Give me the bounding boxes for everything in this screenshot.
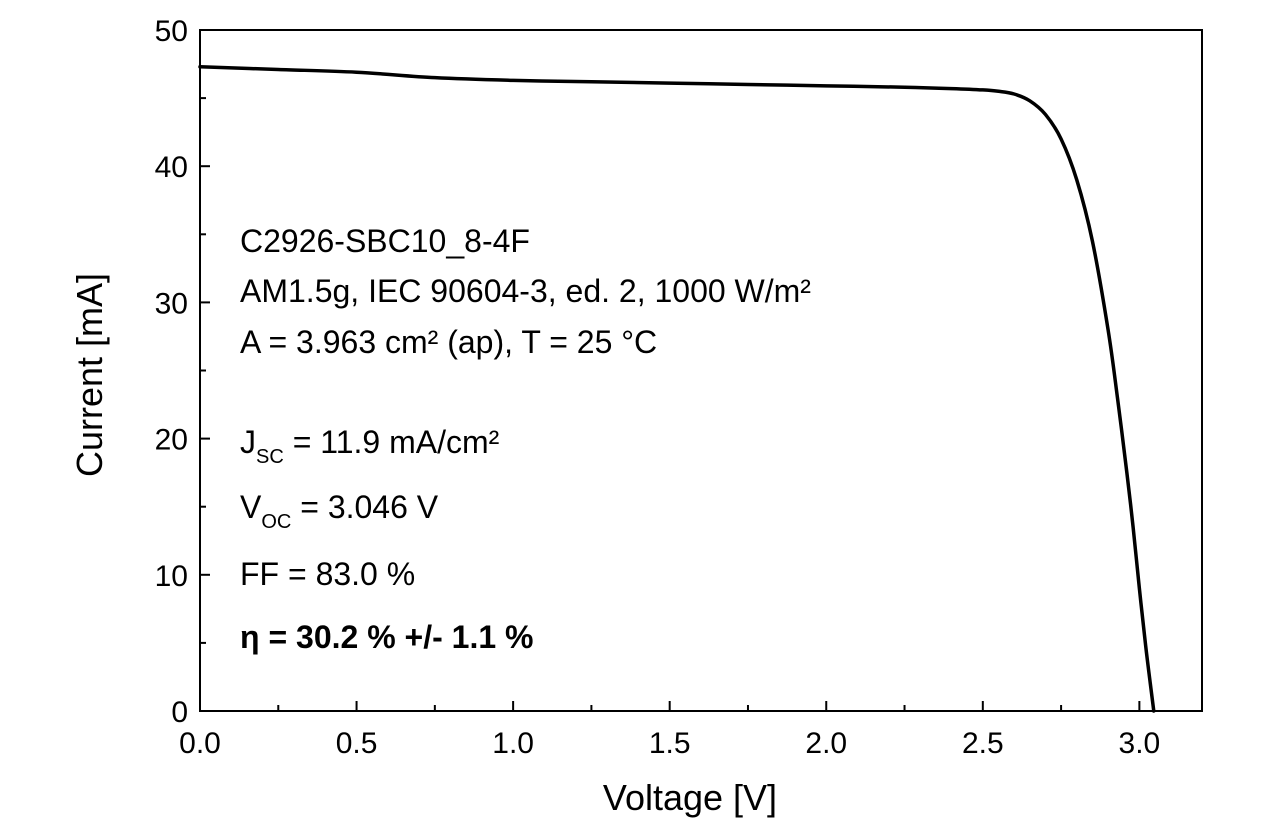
jsc-subscript: SC xyxy=(256,446,284,468)
voc-symbol: V xyxy=(240,489,262,525)
annotation-area-temp: A = 3.963 cm² (ap), T = 25 °C xyxy=(240,324,657,360)
voc-subscript: OC xyxy=(261,511,291,533)
annotation-efficiency: η = 30.2 % +/- 1.1 % xyxy=(240,619,533,655)
x-tick-label: 3.0 xyxy=(1119,727,1161,760)
x-tick-label: 2.5 xyxy=(962,727,1004,760)
annotation-jsc: JSC = 11.9 mA/cm² xyxy=(240,424,500,468)
annotation-voc: VOC = 3.046 V xyxy=(240,489,439,533)
y-tick-label: 50 xyxy=(155,15,188,48)
jsc-value: = 11.9 mA/cm² xyxy=(284,424,500,460)
x-tick-label: 1.0 xyxy=(492,727,534,760)
x-tick-label: 2.0 xyxy=(805,727,847,760)
voc-value: = 3.046 V xyxy=(291,489,438,525)
ticks-layer xyxy=(199,29,1141,712)
y-axis-title: Current [mA] xyxy=(69,273,110,477)
annotation-ff: FF = 83.0 % xyxy=(240,556,415,592)
y-tick-label: 30 xyxy=(155,287,188,320)
x-tick-label: 1.5 xyxy=(649,727,691,760)
x-tick-label: 0.5 xyxy=(336,727,378,760)
series-line-iv-curve xyxy=(198,65,1156,713)
jsc-symbol: J xyxy=(240,424,256,460)
y-tick-label: 0 xyxy=(171,696,188,729)
annotation-conditions: AM1.5g, IEC 90604-3, ed. 2, 1000 W/m² xyxy=(240,273,811,309)
plot-frame xyxy=(199,29,1203,712)
y-tick-label: 20 xyxy=(155,424,188,457)
tick-labels-layer: 0.0 0.5 1.0 1.5 2.0 2.5 3.0 0 10 20 30 40 50 xyxy=(155,15,1161,760)
y-tick-label: 40 xyxy=(155,151,188,184)
x-tick-label: 0.0 xyxy=(179,727,221,760)
x-axis-title: Voltage [V] xyxy=(603,777,777,818)
annotation-sample-id: C2926-SBC10_8-4F xyxy=(240,223,530,259)
y-tick-label: 10 xyxy=(155,560,188,593)
